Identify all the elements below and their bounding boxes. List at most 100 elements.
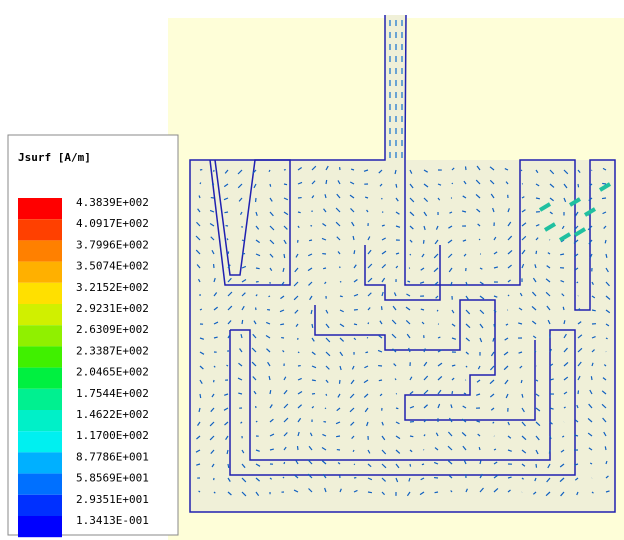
arrow [284,254,285,258]
legend-title: Jsurf [A/m] [18,151,91,164]
arrow [214,492,215,493]
arrow [340,296,343,297]
arrow [560,254,564,255]
arrow [270,184,271,187]
legend-swatch [18,262,62,283]
arrow [298,352,299,353]
legend-label: 3.2152E+002 [76,281,149,294]
arrow [228,464,229,468]
arrow [368,492,372,493]
arrow [379,380,382,381]
legend-swatch [18,325,62,346]
arrow [522,394,523,398]
arrow [200,182,201,184]
arrow [353,450,354,452]
legend-label: 1.1700E+002 [76,429,149,442]
legend-label: 2.3387E+002 [76,344,149,357]
arrow [410,436,413,437]
arrow [297,446,298,450]
legend-label: 2.0465E+002 [76,366,149,379]
legend-label: 5.8569E+001 [76,472,149,485]
arrow [227,238,228,240]
arrow [494,324,495,327]
arrow [309,240,312,241]
arrow [577,282,578,283]
arrow [465,166,466,170]
arrow [592,310,596,311]
arrow [591,376,592,380]
arrow [395,378,396,380]
arrow [602,198,606,199]
legend-swatch [18,283,62,304]
legend-label: 2.6309E+002 [76,323,149,336]
arrow [435,492,438,493]
arrow [605,446,606,450]
legend-label: 4.3839E+002 [76,196,149,209]
arrow [606,338,608,339]
arrow [479,239,480,240]
arrow [536,198,540,199]
legend-swatch [18,389,62,410]
arrow [256,268,260,269]
arrow [228,252,229,254]
arrow [423,240,424,244]
legend-swatch [18,346,62,367]
legend-swatch [18,304,62,325]
arrow [336,436,340,437]
arrow [605,240,606,243]
arrow [200,394,201,398]
legend-swatch [18,198,62,219]
legend-label: 4.0917E+002 [76,217,149,230]
arrow [480,460,481,464]
arrow [242,240,244,241]
legend-swatch [18,516,62,537]
arrow [521,170,522,171]
arrow [564,320,565,324]
arrow [381,306,382,310]
arrow [422,464,424,465]
arrow [479,447,480,450]
arrow [326,180,327,184]
arrow [549,450,550,454]
legend-label: 2.9351E+001 [76,493,149,506]
arrow [256,421,257,422]
arrow [242,320,243,324]
arrow [452,391,453,394]
arrow [284,462,285,464]
arrow [339,380,340,384]
arrow [464,393,466,394]
arrow [578,184,579,187]
arrow [224,212,228,213]
legend-swatch [18,495,62,516]
legend-label: 2.9231E+002 [76,302,149,315]
arrow [354,324,357,325]
arrow [521,380,522,383]
arrow [284,184,287,185]
arrow [602,183,606,184]
arrow [312,380,316,381]
arrow [396,408,398,409]
legend-swatch [18,452,62,473]
arrow [535,351,536,352]
legend-swatch [18,240,62,261]
arrow [591,170,592,171]
legend-label: 3.7996E+002 [76,238,149,251]
legend-swatch [18,219,62,240]
arrow [326,394,327,396]
arrow [410,254,411,255]
field-plot: Jsurf [A/m] 4.3839E+002 4.0917E+002 3.7996… [0,0,624,540]
arrow [494,449,496,450]
legend-label: 8.7786E+001 [76,450,149,463]
arrow [452,183,453,184]
arrow [354,464,355,465]
legend-swatch [18,431,62,452]
legend-swatch [18,368,62,389]
arrow [466,366,467,367]
arrow [268,296,270,297]
arrow [212,184,214,185]
legend-swatch [18,410,62,431]
arrow [508,295,509,296]
arrow [410,464,411,467]
arrow [280,324,284,325]
arrow [437,310,438,311]
